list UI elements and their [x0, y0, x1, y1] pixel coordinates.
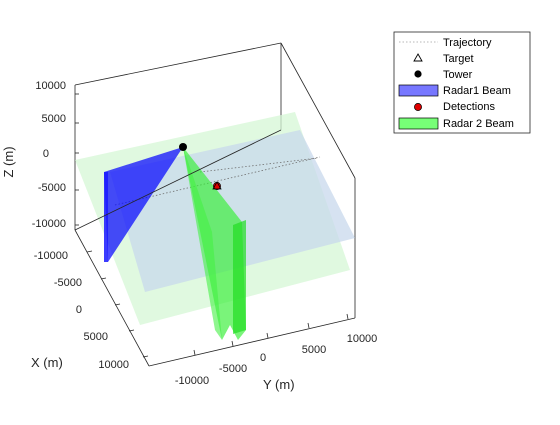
y-axis-ticks	[193, 313, 349, 356]
x-axis-ticks	[86, 250, 149, 358]
legend-trajectory-label: Trajectory	[443, 37, 492, 49]
legend-entry-radar2-beam: Radar 2 Beam	[398, 117, 514, 130]
legend: Trajectory Target Tower Radar1 Beam Dete…	[393, 31, 531, 134]
tower-marker	[179, 143, 187, 151]
box-edge-top-right	[280, 42, 356, 179]
y-axis-label: Y (m)	[263, 377, 295, 392]
x-tick-minus10000: -10000	[34, 250, 68, 262]
legend-detections-label: Detections	[443, 101, 495, 113]
x-tick-5000: 5000	[84, 331, 108, 343]
box-edge-top-left	[74, 42, 282, 86]
z-tick-minus5000: -5000	[38, 182, 66, 194]
legend-radar2-swatch	[398, 117, 439, 130]
legend-radar2-label: Radar 2 Beam	[443, 118, 514, 130]
legend-entry-trajectory: Trajectory	[399, 37, 492, 49]
legend-tower-dot-icon	[414, 70, 422, 78]
z-axis-ticks	[75, 93, 79, 226]
z-axis-tick-labels: 10000 5000 0 -5000 -10000	[32, 80, 66, 230]
y-tick-0: 0	[260, 352, 266, 364]
legend-entry-tower: Tower	[414, 69, 473, 81]
z-tick-10000: 10000	[35, 80, 66, 92]
x-axis-tick-labels: -10000 -5000 0 5000 10000	[34, 250, 129, 371]
radar2-beam-strip	[233, 220, 246, 334]
legend-box	[393, 31, 531, 134]
radar2-beam	[183, 147, 246, 340]
y-tick-minus10000: -10000	[175, 375, 209, 387]
x-tick-0: 0	[76, 304, 82, 316]
box-edge-bottom-left-rear	[74, 129, 282, 231]
legend-target-triangle-icon	[413, 53, 423, 62]
legend-tower-label: Tower	[443, 69, 473, 81]
z-tick-5000: 5000	[42, 113, 66, 125]
radar1-beam-side	[104, 172, 108, 262]
legend-entry-detections: Detections	[414, 101, 495, 113]
trajectory-line-upper	[199, 157, 319, 173]
axes-box-front	[74, 129, 356, 367]
z-axis-label: Z (m)	[1, 146, 16, 177]
z-tick-minus10000: -10000	[32, 218, 66, 230]
y-tick-10000: 10000	[347, 333, 378, 345]
y-tick-minus5000: -5000	[219, 363, 247, 375]
legend-radar1-label: Radar1 Beam	[443, 85, 511, 97]
z-tick-0: 0	[43, 148, 49, 160]
radar1-beam-face	[104, 147, 183, 262]
legend-radar1-swatch	[398, 84, 439, 97]
legend-detection-dot-icon	[414, 103, 422, 111]
radar1-beam	[104, 147, 183, 262]
legend-entry-radar1-beam: Radar1 Beam	[398, 84, 511, 97]
box-edge-bottom-right	[148, 317, 356, 367]
target-marker	[212, 181, 222, 190]
y-tick-5000: 5000	[302, 344, 326, 356]
x-tick-minus5000: -5000	[54, 277, 82, 289]
legend-target-label: Target	[443, 53, 474, 65]
y-axis-tick-labels: -10000 -5000 0 5000 10000	[175, 333, 377, 387]
x-tick-10000: 10000	[98, 359, 129, 371]
x-axis-label: X (m)	[31, 355, 63, 370]
legend-entry-target: Target	[413, 53, 474, 65]
box-edge-bottom-left	[74, 229, 150, 367]
radar2-beam-left	[183, 147, 222, 340]
